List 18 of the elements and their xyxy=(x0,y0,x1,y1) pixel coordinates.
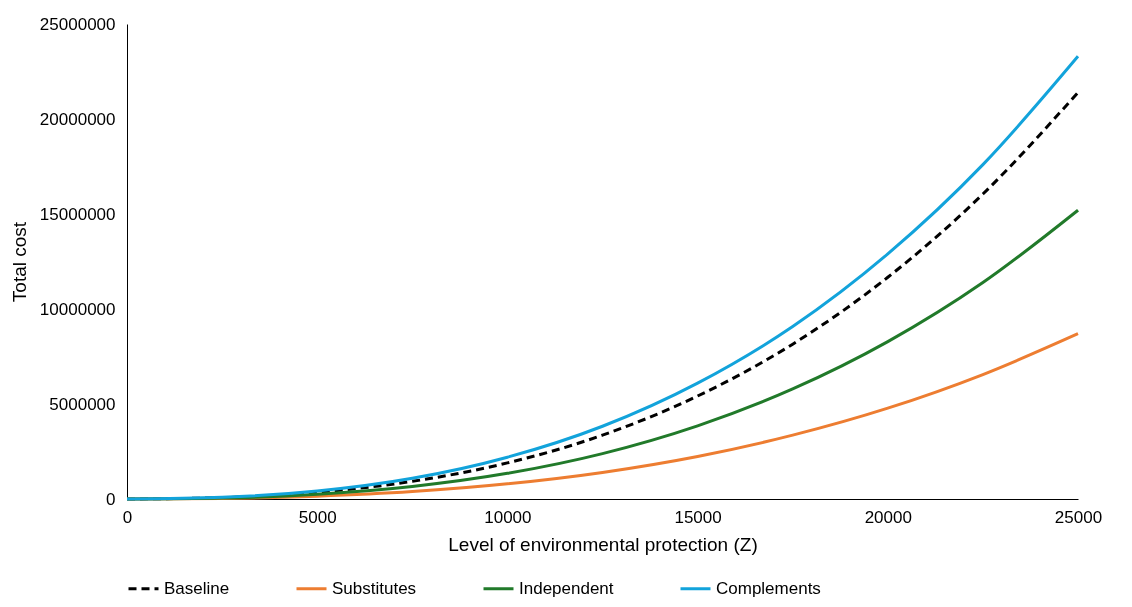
x-tick-label: 20000 xyxy=(864,507,912,527)
y-tick-label: 25000000 xyxy=(39,14,116,34)
x-tick-label: 5000 xyxy=(298,507,337,527)
legend-label: Independent xyxy=(519,578,614,598)
x-axis-title: Level of environmental protection (Z) xyxy=(448,533,758,555)
legend-label: Baseline xyxy=(164,578,230,598)
y-tick-label: 15000000 xyxy=(39,204,116,224)
y-tick-label: 0 xyxy=(106,489,116,509)
y-tick-label: 10000000 xyxy=(39,299,116,319)
legend-label: Substitutes xyxy=(332,578,417,598)
x-tick-label: 15000 xyxy=(674,507,722,527)
x-tick-label: 10000 xyxy=(484,507,532,527)
x-tick-label: 25000 xyxy=(1054,507,1103,527)
x-tick-label: 0 xyxy=(122,507,133,527)
y-tick-label: 5000000 xyxy=(49,394,116,414)
y-axis-title: Total cost xyxy=(8,221,30,303)
legend-label: Complements xyxy=(716,578,821,598)
y-tick-label: 20000000 xyxy=(39,109,116,129)
